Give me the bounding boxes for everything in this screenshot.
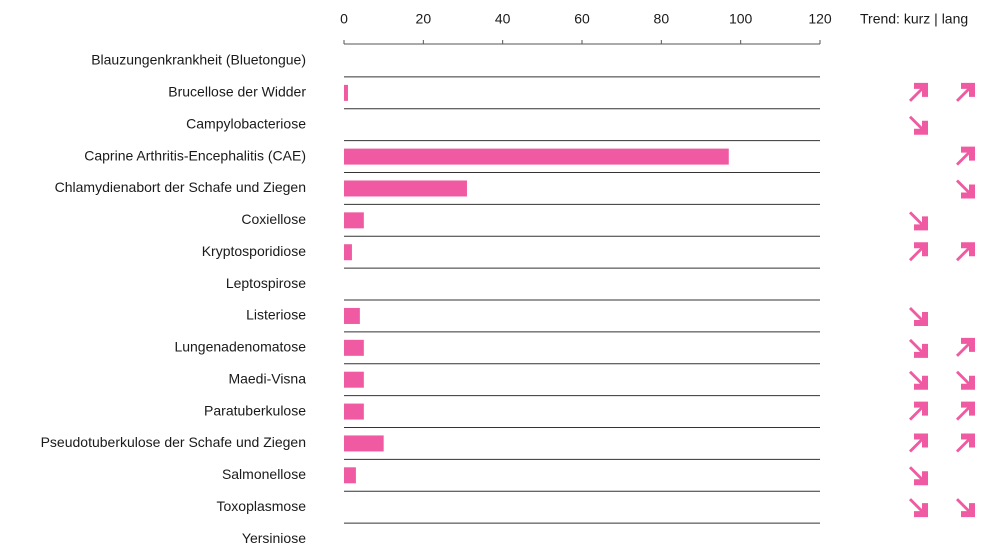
bar	[344, 180, 467, 197]
bar	[344, 371, 364, 388]
trend-arrow	[956, 433, 975, 453]
category-label: Maedi-Visna	[228, 370, 306, 386]
trend-arrow	[909, 242, 928, 262]
trend-arrow-shape	[909, 498, 928, 518]
trend-arrow-shape	[956, 146, 975, 166]
trend-arrow	[956, 401, 975, 421]
bar	[344, 148, 729, 165]
trend-arrow	[909, 82, 928, 102]
x-tick-label: 100	[729, 11, 753, 27]
bar	[344, 435, 384, 452]
bar	[344, 244, 352, 261]
category-label: Lungenadenomatose	[174, 339, 306, 355]
category-label: Coxiellose	[241, 211, 306, 227]
trend-arrow-shape	[909, 433, 928, 453]
trend-arrow	[909, 466, 928, 486]
trend-arrow-shape	[909, 401, 928, 421]
trend-arrow	[909, 370, 928, 390]
category-label: Blauzungenkrankheit (Bluetongue)	[91, 52, 306, 68]
trend-arrow	[909, 306, 928, 326]
trend-arrow	[909, 338, 928, 358]
x-tick-label: 60	[574, 11, 590, 27]
trend-arrow-shape	[909, 82, 928, 102]
trend-arrow	[956, 146, 975, 166]
category-label: Paratuberkulose	[204, 402, 306, 418]
trend-arrow-shape	[909, 242, 928, 262]
category-label: Kryptosporidiose	[202, 243, 306, 259]
x-tick-label: 120	[808, 11, 832, 27]
trend-arrow-shape	[909, 338, 928, 358]
trend-arrow-shape	[956, 179, 975, 199]
category-label: Chlamydienabort der Schafe und Ziegen	[55, 179, 306, 195]
trend-arrow-shape	[909, 115, 928, 135]
trend-arrow-shape	[956, 498, 975, 518]
trend-arrow	[909, 115, 928, 135]
category-label: Salmonellose	[222, 466, 306, 482]
trend-arrow-shape	[909, 370, 928, 390]
category-label: Toxoplasmose	[217, 498, 307, 514]
bar	[344, 403, 364, 420]
trend-arrow	[956, 498, 975, 518]
trend-arrow-shape	[956, 401, 975, 421]
trend-arrow	[909, 211, 928, 231]
trend-arrow-shape	[956, 242, 975, 262]
category-label: Pseudotuberkulose der Schafe und Ziegen	[41, 434, 306, 450]
category-label: Leptospirose	[226, 275, 306, 291]
trend-arrow-shape	[956, 370, 975, 390]
category-label: Campylobacteriose	[186, 115, 306, 131]
bar	[344, 84, 348, 101]
trend-header: Trend: kurz | lang	[860, 11, 968, 27]
trend-arrow-shape	[909, 306, 928, 326]
trend-arrow-shape	[956, 82, 975, 102]
x-tick-label: 20	[416, 11, 432, 27]
trend-arrow	[956, 337, 975, 357]
category-label: Caprine Arthritis-Encephalitis (CAE)	[84, 147, 306, 163]
bar	[344, 212, 364, 229]
trend-arrow-shape	[956, 337, 975, 357]
bar	[344, 307, 360, 324]
trend-arrow	[909, 498, 928, 518]
bar	[344, 467, 356, 484]
trend-arrow	[956, 370, 975, 390]
bar	[344, 339, 364, 356]
category-label: Yersiniose	[242, 530, 306, 546]
trend-arrow	[956, 242, 975, 262]
trend-arrow-shape	[956, 433, 975, 453]
trend-arrow-shape	[909, 466, 928, 486]
x-tick-label: 0	[340, 11, 348, 27]
trend-arrow	[956, 82, 975, 102]
trend-arrow	[909, 433, 928, 453]
category-label: Brucellose der Widder	[168, 84, 306, 100]
category-label: Listeriose	[246, 307, 306, 323]
trend-arrow-shape	[909, 211, 928, 231]
trend-arrow	[909, 401, 928, 421]
trend-arrow	[956, 179, 975, 199]
x-tick-label: 80	[654, 11, 670, 27]
x-tick-label: 40	[495, 11, 511, 27]
